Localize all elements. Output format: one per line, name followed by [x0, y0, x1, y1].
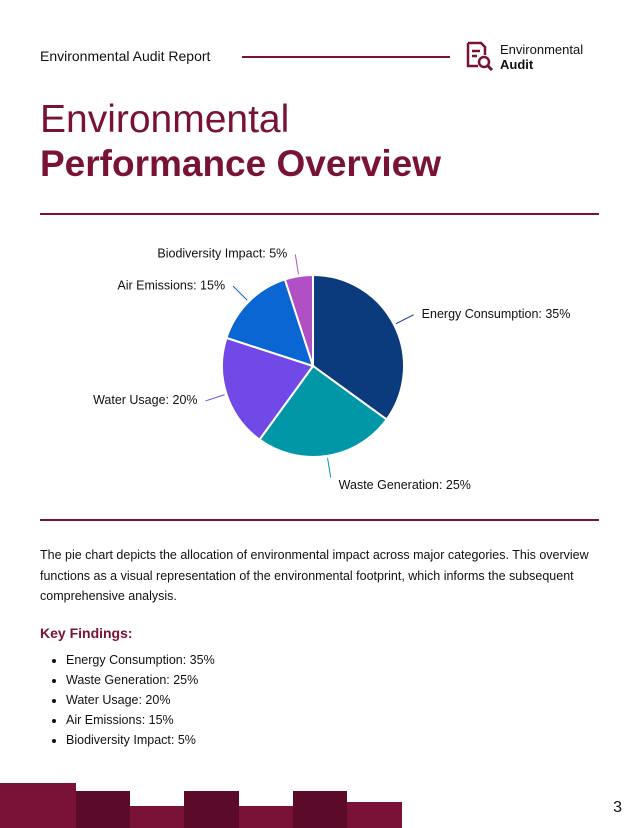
title-line: Performance Overview — [40, 143, 442, 184]
finding-item: Water Usage: 20% — [66, 690, 215, 710]
slice-label: Biodiversity Impact: 5% — [157, 247, 287, 261]
finding-item: Biodiversity Impact: 5% — [66, 730, 215, 750]
pie-slice — [283, 273, 314, 367]
finding-item: Air Emissions: 15% — [66, 710, 215, 730]
findings-list: Energy Consumption: 35%Waste Generation:… — [48, 650, 215, 750]
leader-line — [294, 254, 299, 275]
finding-item: Energy Consumption: 35% — [66, 650, 215, 670]
report-title: Environmental Audit Report — [40, 48, 211, 64]
slice-label: Air Emissions: 15% — [117, 278, 225, 292]
slice-label: Waste Generation: 25% — [339, 478, 471, 492]
leader-line — [327, 457, 332, 478]
leader-line — [232, 285, 248, 301]
header-rule — [242, 56, 450, 58]
title-line: Environmental — [40, 98, 290, 141]
divider — [40, 213, 599, 215]
pie-slice — [312, 273, 405, 421]
pie-slice — [221, 336, 315, 442]
leader-line — [205, 394, 225, 402]
footer-decoration — [0, 783, 402, 828]
pie-chart: Energy Consumption: 35% Waste Generation:… — [93, 247, 571, 492]
logo-icon — [466, 41, 494, 72]
findings-heading: Key Findings: — [40, 625, 133, 641]
page-number: 3 — [613, 799, 622, 816]
slice-label: Water Usage: 20% — [93, 393, 197, 407]
divider — [40, 519, 599, 521]
leader-line — [395, 314, 414, 325]
finding-item: Waste Generation: 25% — [66, 670, 215, 690]
logo-text: Environmental — [500, 42, 584, 57]
description: The pie chart depicts the allocation of … — [40, 548, 589, 603]
pie-slice — [258, 364, 389, 458]
slice-label: Energy Consumption: 35% — [422, 307, 571, 321]
logo-text: Audit — [500, 57, 534, 72]
